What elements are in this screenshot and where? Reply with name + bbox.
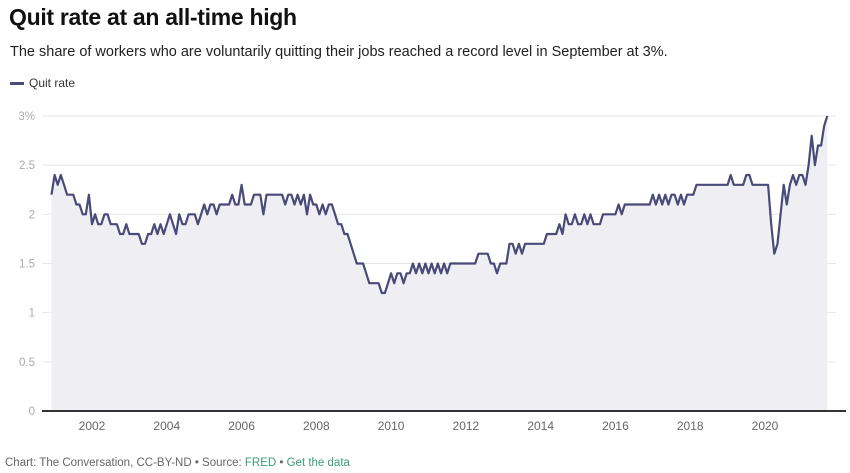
x-axis-ticks: 2002 2004 2006 2008 2010 2012 2014 2016 2018 2020 bbox=[79, 419, 779, 433]
x-tick-label: 2002 bbox=[79, 419, 106, 433]
x-tick-label: 2010 bbox=[378, 419, 405, 433]
chart-title: Quit rate at an all-time high bbox=[9, 4, 297, 30]
y-tick-label: 1.5 bbox=[19, 259, 35, 271]
chart-subtitle: The share of workers who are voluntarily… bbox=[10, 44, 668, 60]
source-link[interactable]: FRED bbox=[244, 457, 277, 469]
y-tick-label: 2.5 bbox=[19, 160, 35, 172]
x-tick-label: 2018 bbox=[677, 419, 704, 433]
y-tick-label: 0 bbox=[29, 406, 35, 418]
credit-text: Chart: The Conversation, CC-BY-ND • Sour… bbox=[5, 457, 245, 469]
x-tick-label: 2004 bbox=[153, 419, 180, 433]
x-tick-label: 2014 bbox=[527, 419, 554, 433]
quit-rate-line bbox=[50, 115, 829, 295]
x-tick-label: 2006 bbox=[228, 419, 255, 433]
y-axis-ticks: 0 0.5 1 1.5 2 2.5 3% bbox=[18, 111, 35, 418]
get-data-link[interactable]: Get the data bbox=[286, 457, 350, 469]
chart-footer: Chart: The Conversation, CC-BY-ND • Sour… bbox=[5, 457, 350, 469]
area-fill bbox=[51, 116, 828, 411]
y-tick-label: 1 bbox=[29, 308, 35, 320]
x-tick-label: 2012 bbox=[453, 419, 480, 433]
x-tick-label: 2016 bbox=[602, 419, 629, 433]
legend-label: Quit rate bbox=[29, 76, 76, 90]
x-tick-label: 2008 bbox=[303, 419, 330, 433]
legend-swatch bbox=[10, 81, 24, 85]
x-tick-label: 2020 bbox=[752, 419, 779, 433]
separator: • bbox=[276, 457, 287, 469]
y-tick-label: 0.5 bbox=[19, 357, 35, 369]
y-tick-label: 3% bbox=[18, 111, 35, 123]
legend: Quit rate bbox=[10, 76, 75, 90]
y-tick-label: 2 bbox=[29, 209, 35, 221]
